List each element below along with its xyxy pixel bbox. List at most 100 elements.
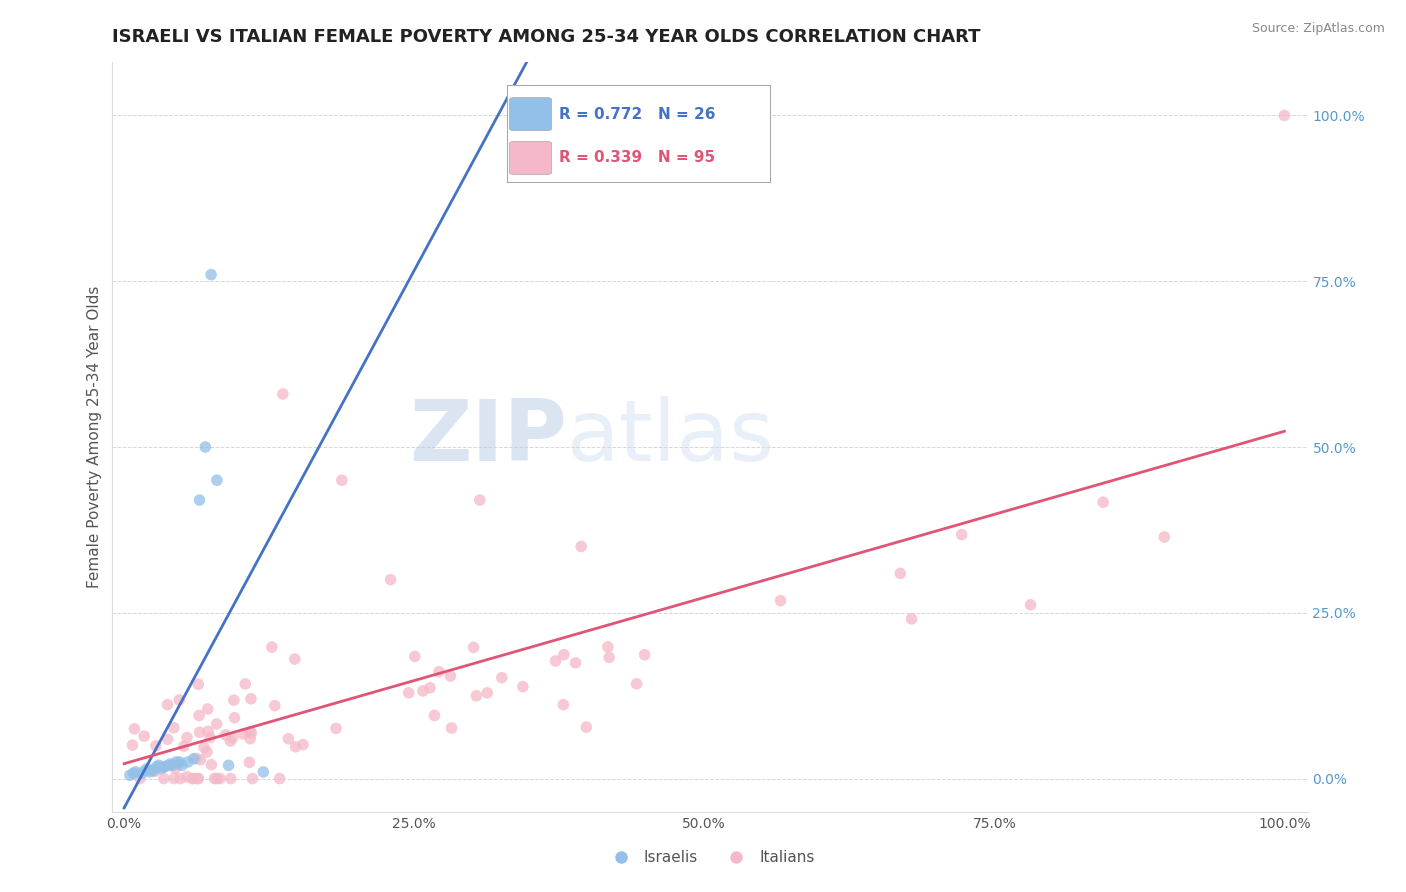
Point <box>153 772 176 786</box>
Point <box>197 702 219 716</box>
Point <box>186 751 208 765</box>
Point <box>544 654 567 668</box>
Point <box>138 764 160 779</box>
Point <box>398 686 420 700</box>
Point <box>463 640 485 655</box>
Point <box>156 698 179 712</box>
Point <box>148 758 170 772</box>
Point <box>553 698 575 712</box>
Point <box>163 772 186 786</box>
Point <box>412 684 434 698</box>
Point <box>1092 495 1115 509</box>
Point <box>197 724 219 739</box>
Point <box>330 473 353 487</box>
Point <box>1153 530 1175 544</box>
Point <box>553 648 575 662</box>
Point <box>569 540 592 554</box>
Point <box>214 728 236 742</box>
Point <box>325 722 347 736</box>
Point <box>200 757 222 772</box>
Point <box>1272 108 1295 122</box>
Point <box>292 738 315 752</box>
Point <box>1019 598 1042 612</box>
Point <box>142 764 165 778</box>
Point <box>218 758 240 772</box>
Point <box>143 764 166 779</box>
Point <box>769 593 792 607</box>
Text: ISRAELI VS ITALIAN FEMALE POVERTY AMONG 25-34 YEAR OLDS CORRELATION CHART: ISRAELI VS ITALIAN FEMALE POVERTY AMONG … <box>112 28 981 45</box>
Point <box>491 671 513 685</box>
Point <box>124 722 146 736</box>
Point <box>221 731 243 745</box>
Point <box>157 758 180 772</box>
Y-axis label: Female Poverty Among 25-34 Year Olds: Female Poverty Among 25-34 Year Olds <box>87 286 103 588</box>
Point <box>238 756 260 770</box>
Point <box>121 738 143 752</box>
Point <box>633 648 655 662</box>
Point <box>271 387 294 401</box>
Point <box>176 770 198 784</box>
Point <box>477 686 499 700</box>
Point <box>440 721 463 735</box>
Point <box>183 772 205 786</box>
Point <box>193 740 215 755</box>
Point <box>263 698 285 713</box>
Point <box>575 720 598 734</box>
Point <box>122 766 145 780</box>
Point <box>465 689 488 703</box>
Point <box>145 739 167 753</box>
Point <box>169 693 191 707</box>
Point <box>204 772 226 786</box>
Point <box>284 652 307 666</box>
Point <box>427 665 450 679</box>
Point <box>252 764 274 779</box>
Point <box>380 573 402 587</box>
Point <box>219 734 242 748</box>
Point <box>889 566 911 581</box>
Point <box>169 755 191 769</box>
Point <box>596 640 619 654</box>
Point <box>284 739 307 754</box>
Point <box>419 681 441 695</box>
Point <box>134 729 156 743</box>
Point <box>269 772 291 786</box>
Point <box>190 753 212 767</box>
Point <box>167 757 190 772</box>
Point <box>183 752 205 766</box>
Point <box>564 656 586 670</box>
Point <box>188 493 211 508</box>
Point <box>194 440 217 454</box>
Point <box>165 761 187 775</box>
Text: atlas: atlas <box>567 395 775 479</box>
Point <box>134 764 156 778</box>
Point <box>177 755 200 769</box>
Point <box>239 725 262 739</box>
Point <box>222 693 245 707</box>
Point <box>159 756 181 771</box>
Point <box>150 762 173 776</box>
Point <box>200 268 222 282</box>
Point <box>219 772 242 786</box>
Point <box>195 745 218 759</box>
Point <box>423 708 446 723</box>
Point <box>187 772 209 786</box>
Point <box>136 762 159 776</box>
Point <box>240 726 263 740</box>
Point <box>187 677 209 691</box>
Point <box>187 772 209 786</box>
Point <box>172 758 194 772</box>
Text: Source: ZipAtlas.com: Source: ZipAtlas.com <box>1251 22 1385 36</box>
Point <box>205 717 228 731</box>
Point <box>162 758 184 772</box>
Point <box>176 731 198 745</box>
Point <box>165 755 187 769</box>
Text: ZIP: ZIP <box>409 395 567 479</box>
Point <box>512 680 534 694</box>
Point <box>198 731 221 745</box>
Point <box>163 721 186 735</box>
Point <box>232 727 254 741</box>
Point <box>152 760 174 774</box>
Point <box>239 731 262 746</box>
Point <box>239 691 262 706</box>
Point <box>145 759 167 773</box>
